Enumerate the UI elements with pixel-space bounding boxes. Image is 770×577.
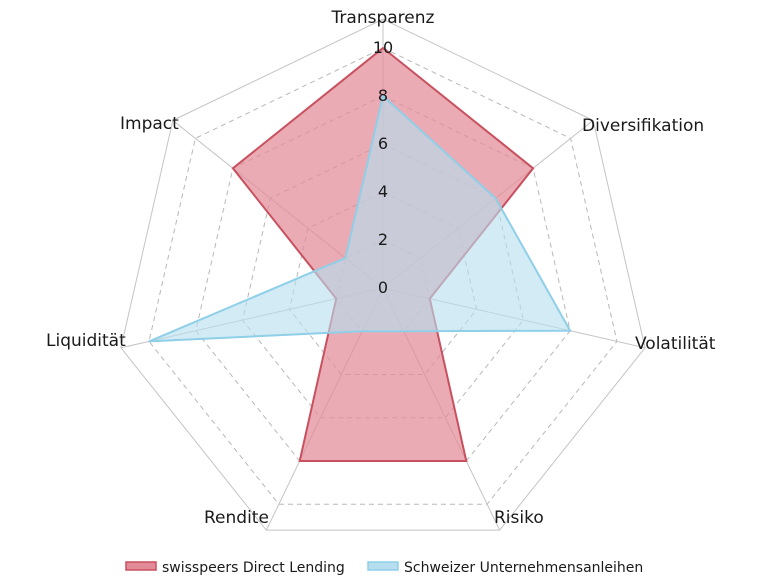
legend-item-series-2: Schweizer Unternehmensanleihen xyxy=(367,560,643,576)
axis-labels: Transparenz Diversifikation Volatilität Ris… xyxy=(46,8,716,528)
axis-label-risiko: Risiko xyxy=(494,508,544,528)
legend-swatch-series-1 xyxy=(125,561,157,571)
legend-item-series-1: swisspeers Direct Lending xyxy=(125,560,345,576)
tick-label-2: 2 xyxy=(378,230,388,249)
tick-label-8: 8 xyxy=(378,86,388,105)
series-polygon-2 xyxy=(148,94,572,343)
axis-label-volatilität: Volatilität xyxy=(635,334,716,354)
tick-label-0: 0 xyxy=(378,278,388,297)
axis-label-transparenz: Transparenz xyxy=(331,8,435,28)
tick-label-4: 4 xyxy=(378,182,388,201)
legend-swatch-series-2 xyxy=(367,561,399,571)
legend: swisspeers Direct Lending Schweizer Unte… xyxy=(125,560,643,576)
tick-label-6: 6 xyxy=(378,134,388,153)
legend-label-series-1: swisspeers Direct Lending xyxy=(162,560,345,576)
legend-label-series-2: Schweizer Unternehmensanleihen xyxy=(404,560,643,576)
axis-label-impact: Impact xyxy=(120,114,179,134)
tick-label-10: 10 xyxy=(373,38,393,57)
axis-label-liquidität: Liquidität xyxy=(46,331,126,351)
axis-label-diversifikation: Diversifikation xyxy=(582,116,704,136)
radar-series xyxy=(148,46,572,462)
axis-label-rendite: Rendite xyxy=(204,508,269,528)
radial-tick-labels: 0 2 4 6 8 10 xyxy=(373,38,393,297)
grid-outer-ring xyxy=(120,18,646,531)
